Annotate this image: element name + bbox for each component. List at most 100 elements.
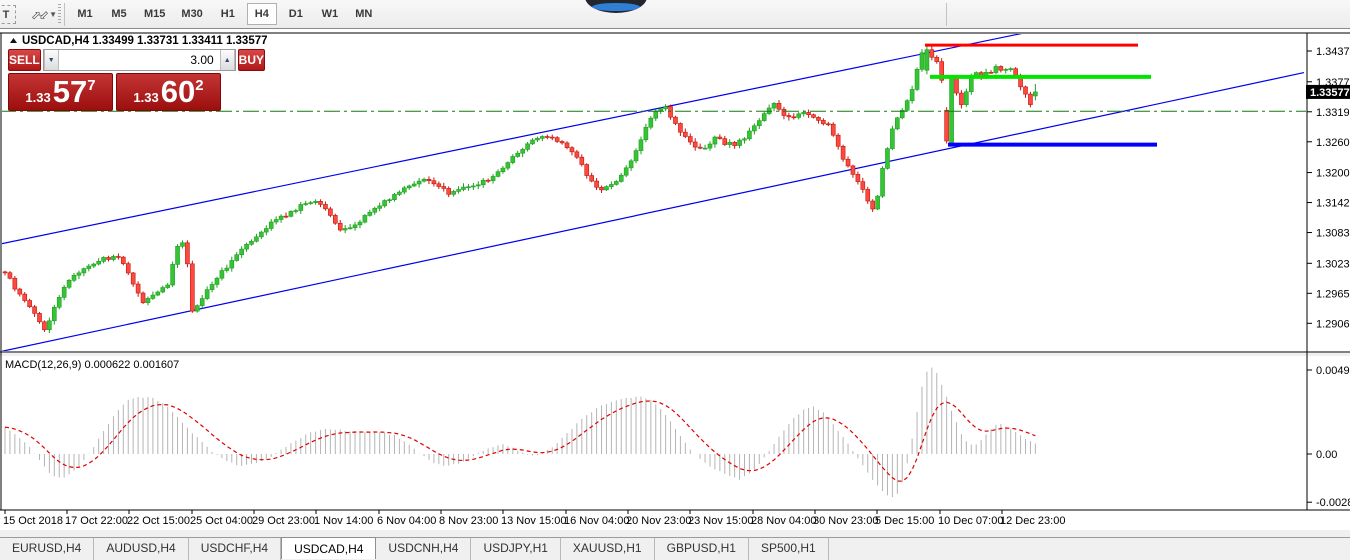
candle-up — [298, 204, 304, 211]
candle-up — [76, 272, 82, 276]
candle-up — [466, 186, 471, 189]
candle-down — [678, 123, 683, 133]
candle-down — [954, 76, 959, 94]
candle-up — [91, 263, 97, 267]
price-tick-label: 1.29065 — [1316, 318, 1350, 330]
candle-up — [421, 178, 427, 182]
candle-down — [185, 242, 190, 265]
candle-up — [293, 210, 299, 212]
candle-up — [618, 174, 624, 182]
candle-down — [821, 120, 826, 125]
buy-price-box[interactable]: 1.33 60 2 — [116, 73, 221, 111]
candle-up — [540, 136, 545, 139]
candle-down — [865, 189, 871, 202]
candle-down — [816, 117, 821, 121]
pane-splitter[interactable] — [0, 353, 1350, 356]
candle-up — [204, 289, 210, 299]
candle-down — [697, 146, 703, 149]
candle-up — [875, 195, 880, 210]
tab-gbpusd-h1[interactable]: GBPUSD,H1 — [655, 538, 749, 560]
candle-up — [495, 171, 501, 177]
candle-up — [71, 274, 77, 281]
candle-up — [880, 168, 885, 197]
horizontal-scrollbar[interactable] — [0, 530, 1350, 537]
candle-down — [121, 256, 126, 264]
candle-up — [367, 211, 373, 216]
volume-spinner: ▼ ▲ — [42, 49, 236, 71]
sell-price-box[interactable]: 1.33 57 7 — [8, 73, 113, 111]
timeframe-button-m15[interactable]: M15 — [138, 3, 171, 25]
candle-down — [283, 215, 289, 218]
current-price-label: 1.33577 — [1310, 87, 1350, 99]
timeframe-button-m1[interactable]: M1 — [70, 3, 100, 25]
channel-lower[interactable] — [0, 72, 1305, 352]
time-tick-label: 25 Oct 04:00 — [190, 515, 253, 527]
candle-down — [840, 145, 846, 160]
candle-down — [722, 138, 728, 145]
candle-up — [475, 184, 481, 187]
candle-down — [781, 108, 787, 116]
channel-upper[interactable] — [0, 33, 1024, 245]
candle-down — [692, 141, 698, 148]
text-tool-icon[interactable]: T — [0, 5, 16, 24]
candle-up — [451, 191, 456, 195]
candle-down — [106, 257, 111, 260]
candle-up — [51, 306, 57, 322]
time-tick-label: 28 Nov 04:00 — [751, 515, 816, 527]
tab-usdchf-h4[interactable]: USDCHF,H4 — [189, 538, 282, 560]
tab-xauusd-h1[interactable]: XAUUSD,H1 — [561, 538, 655, 560]
volume-decrease-button[interactable]: ▼ — [43, 50, 59, 70]
timeframe-button-w1[interactable]: W1 — [315, 3, 345, 25]
candle-down — [37, 313, 42, 323]
candle-down — [323, 204, 328, 210]
time-tick-label: 20 Nov 23:00 — [626, 515, 691, 527]
arrange-arrows-icon[interactable]: ⬀⬃ ▼ — [30, 5, 57, 24]
timeframe-button-m30[interactable]: M30 — [175, 3, 208, 25]
tab-usdcnh-h4[interactable]: USDCNH,H4 — [376, 538, 472, 560]
candle-down — [811, 114, 816, 118]
tab-usdcad-h4[interactable]: USDCAD,H4 — [281, 537, 377, 559]
buy-button[interactable]: BUY — [237, 49, 266, 71]
candle-up — [303, 203, 309, 205]
volume-input[interactable] — [58, 50, 220, 70]
tab-eurusd-h4[interactable]: EURUSD,H4 — [0, 538, 95, 560]
tab-audusd-h4[interactable]: AUDUSD,H4 — [94, 538, 189, 560]
candle-up — [480, 179, 486, 186]
macd-signal-line — [4, 400, 1036, 482]
candle-up — [244, 243, 249, 250]
candle-down — [441, 186, 447, 189]
candle-up — [885, 148, 890, 169]
tab-usdjpy-h1[interactable]: USDJPY,H1 — [471, 538, 561, 560]
toolbar-separator — [64, 3, 65, 26]
timeframe-button-m5[interactable]: M5 — [104, 3, 134, 25]
candle-down — [683, 131, 688, 137]
tab-sp500-h1[interactable]: SP500,H1 — [749, 538, 829, 560]
candle-up — [796, 113, 802, 118]
candle-up — [520, 149, 525, 154]
timeframe-button-h1[interactable]: H1 — [213, 3, 243, 25]
candle-down — [436, 183, 442, 187]
candle-down — [32, 306, 37, 314]
candle-up — [914, 69, 920, 90]
time-tick-label: 12 Dec 23:00 — [1000, 515, 1065, 527]
candle-down — [485, 179, 491, 182]
toolbar-grip[interactable] — [58, 4, 61, 25]
price-tick-label: 1.32605 — [1316, 137, 1350, 149]
candle-up — [505, 162, 511, 169]
candle-down — [125, 263, 131, 274]
candle-up — [387, 199, 392, 201]
candle-up — [633, 150, 639, 162]
timeframe-button-mn[interactable]: MN — [349, 3, 379, 25]
volume-increase-button[interactable]: ▲ — [219, 50, 235, 70]
sell-price-small: 1.33 — [25, 90, 51, 105]
candle-up — [288, 211, 294, 217]
candle-up — [56, 297, 62, 308]
timeframe-button-h4[interactable]: H4 — [246, 3, 277, 25]
collapse-triangle-icon[interactable] — [10, 38, 17, 43]
dropdown-caret-icon: ▼ — [49, 10, 57, 19]
timeframe-button-d1[interactable]: D1 — [281, 3, 311, 25]
sell-button[interactable]: SELL — [8, 49, 41, 71]
candle-down — [732, 142, 737, 146]
candle-up — [249, 240, 254, 245]
